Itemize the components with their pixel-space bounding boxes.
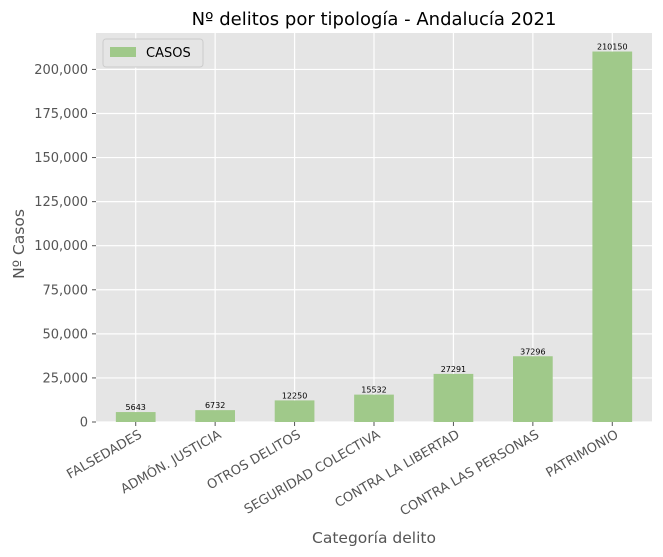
y-tick-label: 150,000 [34, 151, 88, 166]
y-tick-label: 50,000 [43, 327, 89, 342]
y-tick-label: 25,000 [43, 371, 89, 386]
x-tick-label: FALSEDADES [64, 427, 144, 482]
x-tick-label: SEGURIDAD COLECTIVA [242, 427, 383, 517]
y-tick-label: 125,000 [34, 195, 88, 210]
bar-value-label: 12250 [282, 391, 307, 400]
bar-value-label: 37296 [520, 347, 545, 356]
value-labels: 5643 6732 12250 15532 27291 37296 210150 [126, 43, 628, 413]
y-axis-title: Nº Casos [10, 209, 28, 279]
bar [195, 410, 235, 422]
legend: CASOS [102, 38, 204, 68]
y-tick-label: 175,000 [34, 107, 88, 122]
x-tick-label: PATRIMONIO [544, 427, 622, 480]
x-axis-title: Categoría delito [312, 529, 436, 547]
bar [115, 412, 156, 422]
y-tick-label: 100,000 [34, 239, 88, 254]
bars [115, 51, 633, 422]
bar-value-label: 5643 [126, 403, 146, 412]
bar-value-label: 15532 [361, 386, 386, 395]
legend-swatch [110, 47, 136, 57]
bar-value-label: 6732 [205, 401, 225, 410]
grid-lines [96, 33, 652, 423]
bar [513, 356, 553, 422]
chart-title: Nº delitos por tipología - Andalucía 202… [192, 9, 557, 30]
x-tick-label: CONTRA LAS PERSONAS [398, 427, 542, 519]
bar-value-label: 210150 [597, 43, 628, 52]
legend-box [102, 38, 204, 68]
bar [433, 373, 474, 422]
bar [274, 400, 315, 422]
bar [592, 51, 633, 422]
legend-label: CASOS [146, 46, 191, 61]
y-axis-ticks: 0 25,000 50,000 75,000 100,000 125,000 150,000… [34, 63, 96, 431]
bar-value-label: 27291 [441, 365, 466, 374]
y-tick-label: 0 [80, 416, 88, 431]
y-tick-label: 200,000 [34, 63, 88, 78]
bar [354, 394, 394, 422]
y-tick-label: 75,000 [43, 283, 89, 298]
